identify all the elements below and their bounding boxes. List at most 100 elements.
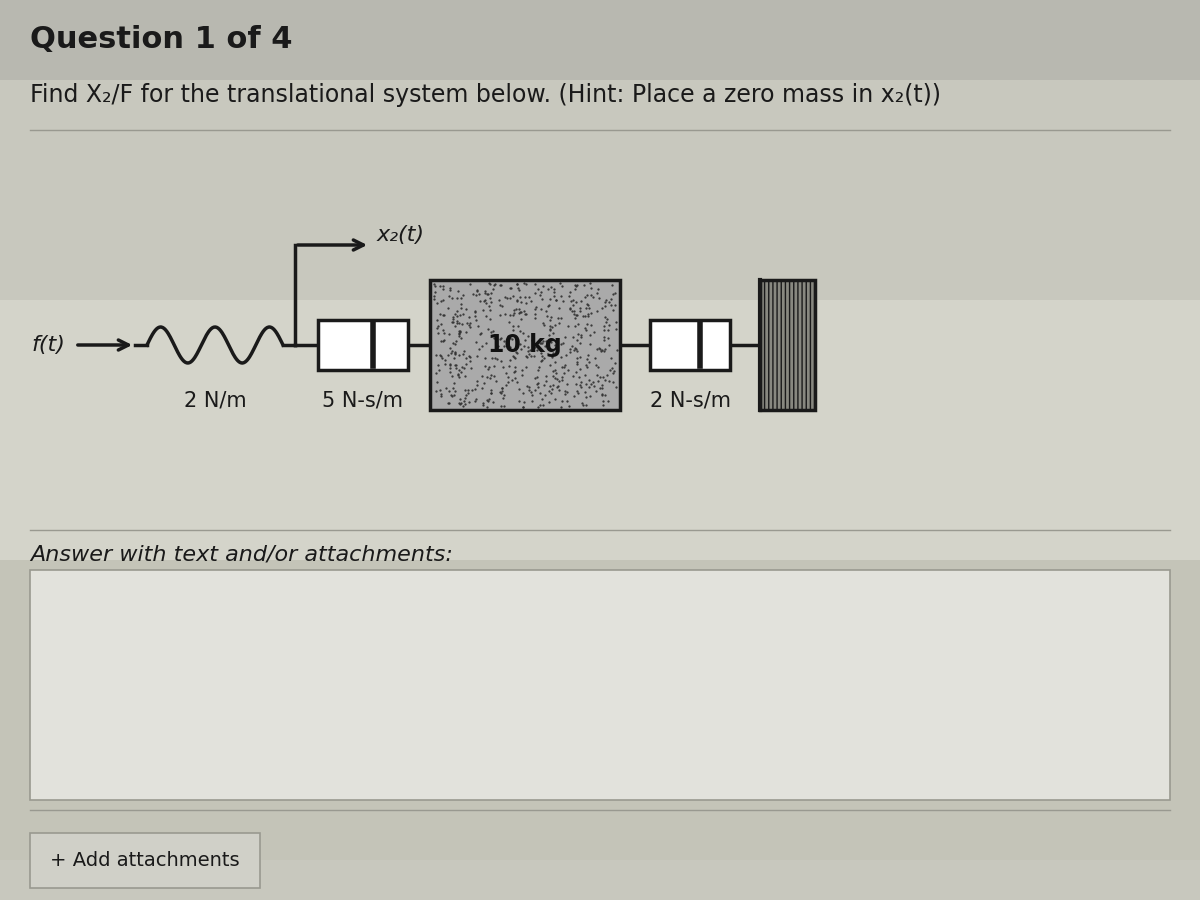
Point — [528, 375, 547, 390]
Point — [503, 289, 522, 303]
Point — [577, 360, 596, 374]
Point — [492, 299, 511, 313]
Point — [536, 339, 556, 354]
Point — [598, 311, 617, 326]
Point — [600, 363, 619, 377]
Point — [457, 325, 476, 339]
Point — [566, 278, 586, 293]
Point — [540, 292, 559, 306]
Point — [445, 387, 464, 401]
Point — [467, 284, 486, 298]
Point — [499, 315, 518, 329]
Point — [592, 381, 611, 395]
Point — [544, 364, 563, 378]
Point — [601, 351, 620, 365]
Point — [548, 316, 568, 330]
Point — [466, 382, 485, 396]
Point — [467, 283, 486, 297]
Text: + Add attachments: + Add attachments — [50, 851, 240, 870]
Point — [479, 392, 498, 407]
Point — [541, 322, 560, 337]
Point — [518, 329, 538, 344]
Point — [504, 349, 523, 364]
Point — [456, 302, 475, 317]
Point — [548, 378, 568, 392]
Point — [544, 289, 563, 303]
Point — [568, 356, 587, 371]
Point — [550, 374, 569, 388]
Point — [571, 374, 590, 389]
Point — [445, 376, 464, 391]
Point — [534, 351, 553, 365]
Point — [492, 383, 511, 398]
Point — [433, 334, 452, 348]
Point — [552, 370, 571, 384]
Point — [509, 284, 528, 298]
Point — [571, 350, 590, 365]
Point — [589, 341, 608, 356]
Point — [446, 360, 466, 374]
Point — [442, 315, 461, 329]
Point — [460, 350, 479, 365]
Point — [431, 317, 450, 331]
Point — [426, 285, 445, 300]
Point — [520, 346, 539, 361]
Point — [535, 318, 554, 332]
Point — [443, 310, 462, 324]
Point — [552, 360, 571, 374]
Point — [551, 400, 570, 414]
Point — [574, 309, 593, 323]
Point — [450, 324, 469, 338]
Point — [572, 396, 592, 410]
Point — [540, 328, 559, 342]
Point — [570, 336, 589, 350]
Point — [442, 346, 461, 360]
Point — [571, 293, 590, 308]
Point — [496, 290, 515, 304]
Point — [508, 374, 527, 389]
Point — [425, 289, 444, 303]
Point — [590, 344, 610, 358]
Point — [433, 323, 452, 338]
Point — [428, 319, 448, 333]
Point — [523, 388, 542, 402]
Point — [577, 357, 596, 372]
Point — [426, 384, 445, 399]
Point — [578, 298, 598, 312]
Point — [607, 343, 626, 357]
Point — [464, 305, 484, 320]
Point — [451, 331, 470, 346]
Point — [443, 344, 462, 358]
Point — [542, 346, 562, 361]
Point — [506, 293, 526, 308]
Point — [497, 378, 516, 392]
Point — [510, 382, 529, 396]
Point — [606, 356, 625, 371]
Point — [546, 318, 565, 332]
Point — [528, 343, 547, 357]
Point — [544, 326, 563, 340]
Point — [469, 286, 488, 301]
Point — [466, 304, 485, 319]
Point — [554, 359, 574, 374]
Point — [526, 310, 545, 325]
Point — [566, 295, 586, 310]
Point — [499, 358, 518, 373]
Point — [461, 316, 480, 330]
Point — [430, 278, 449, 293]
Point — [451, 291, 470, 305]
Point — [550, 301, 569, 315]
Point — [560, 301, 580, 315]
Point — [476, 336, 496, 350]
Point — [578, 309, 598, 323]
Point — [571, 380, 590, 394]
Point — [446, 333, 466, 347]
Point — [582, 306, 601, 320]
Point — [598, 368, 617, 382]
Point — [550, 382, 569, 397]
Point — [452, 317, 472, 331]
Point — [487, 352, 506, 366]
Point — [556, 330, 575, 345]
Point — [589, 291, 608, 305]
Point — [559, 289, 578, 303]
